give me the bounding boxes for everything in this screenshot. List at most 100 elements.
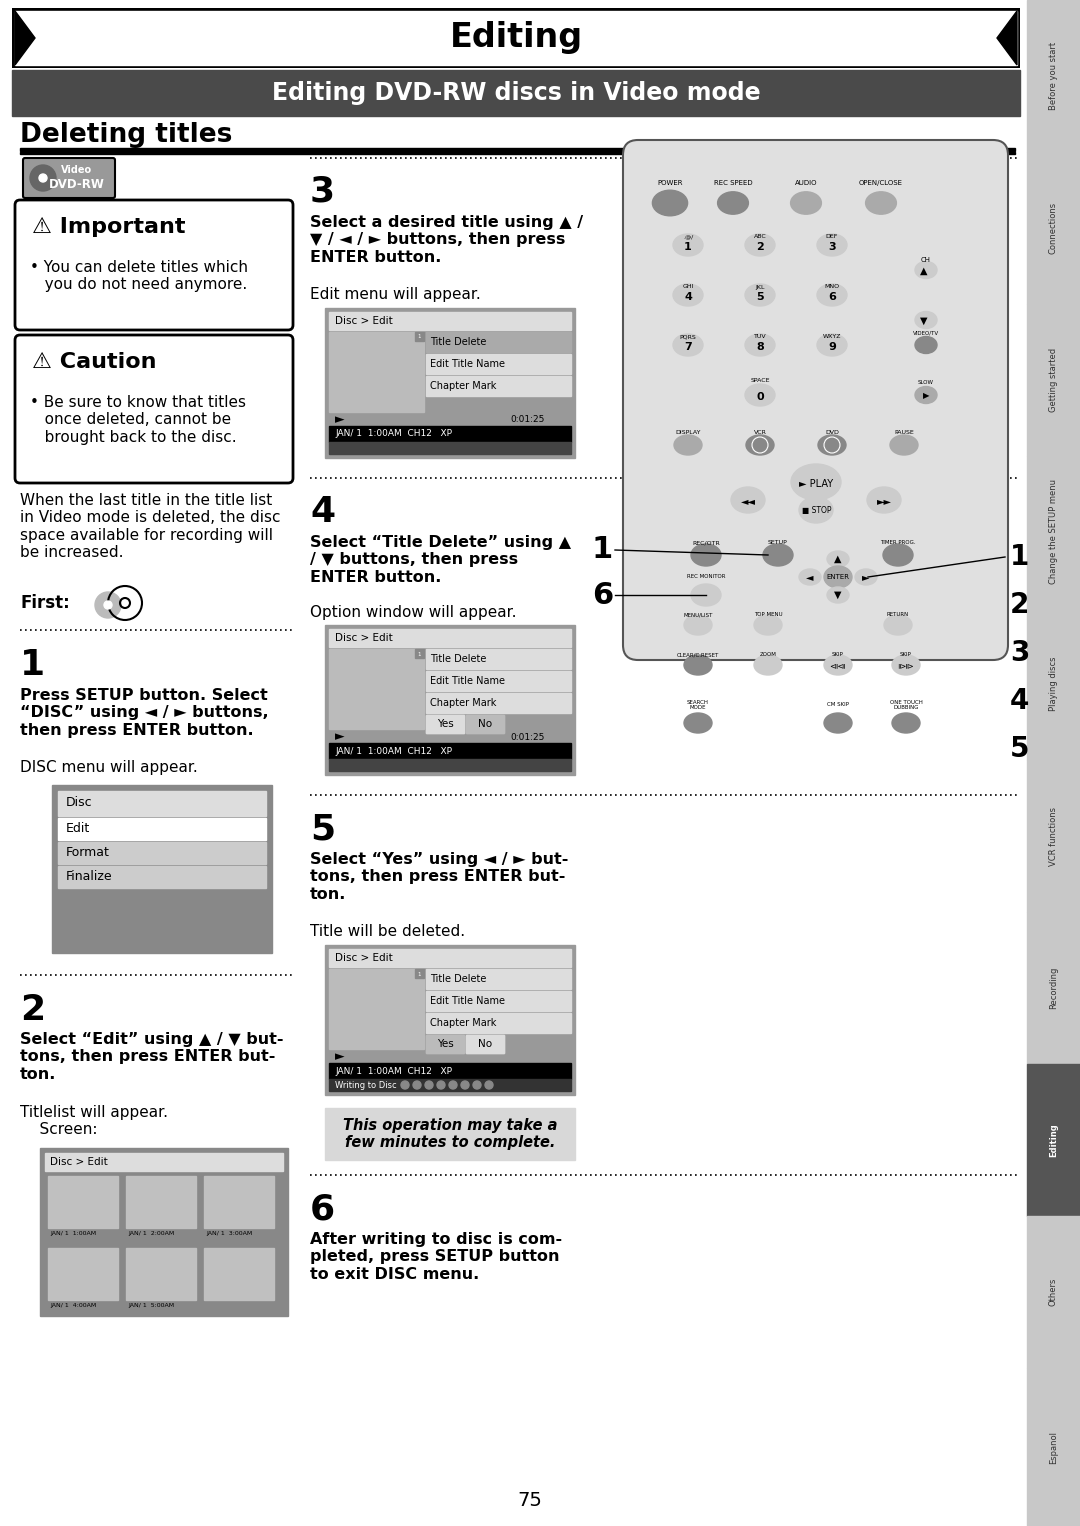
- Ellipse shape: [915, 261, 937, 279]
- Text: JAN/ 1  1:00AM  CH12   XP: JAN/ 1 1:00AM CH12 XP: [335, 429, 453, 438]
- Text: 6: 6: [310, 1192, 335, 1225]
- Bar: [426, 671, 571, 691]
- Bar: [1027, 1064, 1080, 1216]
- Circle shape: [413, 1080, 421, 1090]
- Bar: [325, 1108, 575, 1160]
- Text: 6: 6: [828, 291, 836, 302]
- Bar: [204, 1248, 274, 1300]
- Ellipse shape: [827, 588, 849, 603]
- Text: PAUSE: PAUSE: [894, 430, 914, 435]
- Text: 4: 4: [684, 291, 692, 302]
- Text: 5: 5: [756, 291, 764, 302]
- Text: VIDEO/TV: VIDEO/TV: [913, 331, 940, 336]
- Bar: [329, 443, 571, 455]
- Text: Option window will appear.: Option window will appear.: [310, 604, 516, 620]
- Text: ►: ►: [335, 414, 345, 426]
- Text: ⧏⧏: ⧏⧏: [829, 661, 847, 670]
- Bar: [329, 1064, 571, 1079]
- Ellipse shape: [684, 713, 712, 732]
- Text: Disc > Edit: Disc > Edit: [335, 316, 393, 327]
- Bar: [329, 743, 571, 758]
- Circle shape: [39, 174, 48, 182]
- Text: Disc > Edit: Disc > Edit: [50, 1157, 108, 1167]
- Text: 1: 1: [417, 652, 421, 656]
- Bar: [48, 1248, 118, 1300]
- Text: ◄: ◄: [807, 572, 813, 581]
- Bar: [465, 716, 504, 732]
- Circle shape: [449, 1080, 457, 1090]
- Text: 1: 1: [417, 334, 421, 339]
- Text: Getting started: Getting started: [1049, 348, 1058, 412]
- Ellipse shape: [816, 334, 847, 356]
- Bar: [329, 969, 424, 1048]
- Ellipse shape: [855, 569, 877, 584]
- Text: CM SKIP: CM SKIP: [827, 702, 849, 708]
- Text: Recording: Recording: [1049, 967, 1058, 1009]
- Text: Title Delete: Title Delete: [430, 655, 486, 664]
- Text: After writing to disc is com-
pleted, press SETUP button
to exit DISC menu.: After writing to disc is com- pleted, pr…: [310, 1231, 562, 1282]
- Ellipse shape: [691, 543, 721, 566]
- Bar: [1027, 1216, 1080, 1367]
- Text: POWER: POWER: [658, 180, 683, 186]
- Text: ENTER: ENTER: [826, 574, 850, 580]
- Ellipse shape: [674, 435, 702, 455]
- Bar: [325, 308, 575, 458]
- Text: Title will be deleted.: Title will be deleted.: [310, 925, 465, 938]
- Text: Disc > Edit: Disc > Edit: [335, 954, 393, 963]
- Text: No: No: [478, 1039, 492, 1048]
- Bar: [426, 333, 571, 353]
- Text: REC/OTR: REC/OTR: [692, 540, 720, 545]
- Ellipse shape: [799, 497, 833, 523]
- Text: 5: 5: [310, 812, 335, 845]
- Text: ►: ►: [335, 1050, 345, 1064]
- Text: ■ STOP: ■ STOP: [802, 507, 832, 516]
- Text: JAN/ 1  1:00AM  CH12   XP: JAN/ 1 1:00AM CH12 XP: [335, 746, 453, 755]
- Text: CLEAR/C.RESET: CLEAR/C.RESET: [677, 653, 719, 658]
- Text: First:: First:: [21, 594, 70, 612]
- Bar: [426, 716, 464, 732]
- Circle shape: [437, 1080, 445, 1090]
- Bar: [426, 990, 571, 1012]
- Circle shape: [30, 165, 56, 191]
- Text: Press SETUP button. Select
“DISC” using ◄ / ► buttons,
then press ENTER button.: Press SETUP button. Select “DISC” using …: [21, 688, 269, 737]
- Text: 1: 1: [417, 972, 421, 977]
- Polygon shape: [15, 11, 35, 66]
- Text: CH: CH: [921, 256, 931, 262]
- Text: Video: Video: [62, 165, 93, 175]
- Text: SKIP: SKIP: [900, 653, 912, 658]
- Bar: [426, 1013, 571, 1033]
- Text: 4: 4: [1010, 687, 1029, 716]
- Text: Connections: Connections: [1049, 201, 1058, 253]
- Ellipse shape: [915, 386, 937, 403]
- Ellipse shape: [892, 713, 920, 732]
- Text: 5: 5: [1010, 736, 1029, 763]
- Bar: [58, 865, 266, 888]
- Bar: [325, 626, 575, 775]
- Bar: [12, 8, 1020, 69]
- Text: Format: Format: [66, 847, 110, 859]
- Text: Select “Edit” using ▲ / ▼ but-
tons, then press ENTER but-
ton.: Select “Edit” using ▲ / ▼ but- tons, the…: [21, 1032, 283, 1082]
- Text: Editing: Editing: [449, 21, 582, 55]
- Bar: [426, 375, 571, 397]
- Text: 9: 9: [828, 342, 836, 353]
- Bar: [1027, 304, 1080, 456]
- Text: JAN/ 1  3:00AM: JAN/ 1 3:00AM: [206, 1231, 253, 1236]
- Text: 2: 2: [21, 993, 45, 1027]
- Ellipse shape: [883, 543, 913, 566]
- Text: Before you start: Before you start: [1049, 41, 1058, 110]
- Text: Edit Title Name: Edit Title Name: [430, 996, 505, 1006]
- Text: 3: 3: [828, 243, 836, 252]
- Ellipse shape: [754, 615, 782, 635]
- Text: When the last title in the title list
in Video mode is deleted, the disc
space a: When the last title in the title list in…: [21, 493, 281, 560]
- Circle shape: [461, 1080, 469, 1090]
- Ellipse shape: [673, 334, 703, 356]
- Bar: [329, 426, 571, 443]
- Bar: [1027, 913, 1080, 1064]
- Text: ⧐⧐: ⧐⧐: [897, 661, 915, 670]
- Ellipse shape: [691, 584, 721, 606]
- Bar: [465, 1035, 504, 1053]
- Text: DVD-RW: DVD-RW: [49, 177, 105, 191]
- Ellipse shape: [915, 311, 937, 328]
- Text: ◄◄: ◄◄: [741, 496, 756, 507]
- Text: PQRS: PQRS: [679, 334, 697, 339]
